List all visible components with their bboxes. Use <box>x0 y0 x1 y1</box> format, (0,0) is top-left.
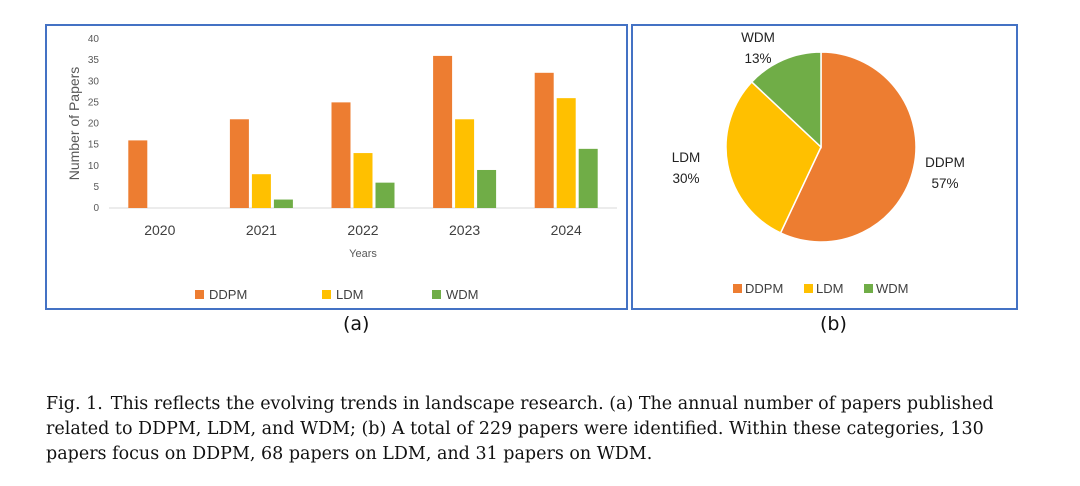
x-tick-label: 2022 <box>347 222 378 238</box>
bar-chart-panel: 0 5 10 15 20 25 30 35 40 Number of Papers 2020 2021… <box>45 24 628 310</box>
pie-slice-wdm <box>750 51 822 149</box>
pie-chart-panel: DDPM 57% LDM 30% WDM 13% DDPM LDM WDM <box>631 24 1018 310</box>
pie-chart: DDPM 57% LDM 30% WDM 13% DDPM LDM WDM <box>672 30 965 296</box>
legend-label-wdm: WDM <box>876 281 909 296</box>
figure-caption: Fig. 1. This reflects the evolving trends… <box>46 392 1036 467</box>
pie-label-percent-wdm: 13% <box>744 51 771 66</box>
legend-swatch-ddpm <box>733 284 742 293</box>
legend-label-ldm: LDM <box>816 281 843 296</box>
legend-swatch-ldm <box>804 284 813 293</box>
subfigure-label-a: (a) <box>343 313 370 335</box>
bar-wdm-2022 <box>375 182 395 208</box>
legend-swatch-ddpm <box>195 290 204 299</box>
legend-swatch-wdm <box>432 290 441 299</box>
y-tick-label: 10 <box>88 161 100 172</box>
figure-caption-label: Fig. 1. <box>46 394 103 414</box>
bar-ddpm-2022 <box>331 102 351 208</box>
bar-wdm-2021 <box>273 199 293 208</box>
legend-swatch-wdm <box>864 284 873 293</box>
pie-slice-ddpm <box>779 51 917 243</box>
bar-ddpm-2021 <box>229 119 249 208</box>
pie-slice-ldm <box>725 80 822 234</box>
subfigure-label-b: (b) <box>820 313 847 335</box>
y-tick-label: 0 <box>93 203 99 214</box>
legend-label-ddpm: DDPM <box>745 281 783 296</box>
pie-label-percent-ddpm: 57% <box>931 176 958 191</box>
x-tick-label: 2024 <box>551 222 582 238</box>
x-tick-label: 2020 <box>144 222 175 238</box>
y-tick-label: 30 <box>88 76 100 87</box>
bar-ddpm-2024 <box>534 72 554 208</box>
figure-caption-text: This reflects the evolving trends in lan… <box>46 394 994 464</box>
y-tick-label: 20 <box>88 119 100 130</box>
legend-label-ddpm: DDPM <box>209 287 247 302</box>
y-tick-label: 15 <box>88 140 100 151</box>
y-tick-label: 25 <box>88 97 100 108</box>
bar-ldm-2021 <box>251 174 271 208</box>
pie-label-percent-ldm: 30% <box>672 171 699 186</box>
x-tick-label: 2023 <box>449 222 480 238</box>
pie-label-name-ddpm: DDPM <box>925 155 965 170</box>
bar-wdm-2023 <box>477 169 497 208</box>
x-tick-label: 2021 <box>246 222 277 238</box>
bar-ldm-2024 <box>556 98 576 208</box>
bar-wdm-2024 <box>578 148 598 208</box>
bar-ddpm-2020 <box>128 140 148 208</box>
bar-ldm-2022 <box>353 153 373 208</box>
y-tick-label: 5 <box>93 182 99 193</box>
bar-chart: 0 5 10 15 20 25 30 35 40 Number of Papers 2020 2021… <box>66 34 617 302</box>
bar-ddpm-2023 <box>433 55 453 209</box>
y-tick-label: 40 <box>88 34 100 45</box>
legend-label-wdm: WDM <box>446 287 479 302</box>
x-axis-label: Years <box>349 248 377 260</box>
legend-swatch-ldm <box>322 290 331 299</box>
pie-label-name-ldm: LDM <box>672 150 701 165</box>
bar-ldm-2023 <box>455 119 475 208</box>
legend-label-ldm: LDM <box>336 287 363 302</box>
y-axis-label: Number of Papers <box>66 67 82 181</box>
y-tick-label: 35 <box>88 55 100 66</box>
pie-label-name-wdm: WDM <box>741 30 775 45</box>
